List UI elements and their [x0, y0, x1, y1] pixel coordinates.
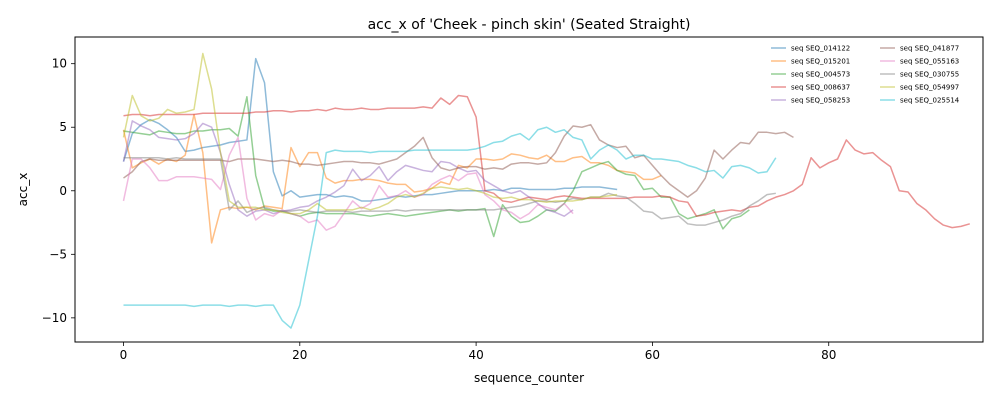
y-tick-label: 0	[59, 184, 67, 198]
chart-title: acc_x of 'Cheek - pinch skin' (Seated St…	[368, 17, 691, 33]
series-line-6	[123, 123, 794, 198]
series-line-8	[123, 156, 776, 226]
y-tick-label: −5	[49, 247, 67, 261]
legend-label: seq SEQ_015201	[791, 58, 850, 66]
legend-label: seq SEQ_025514	[900, 97, 960, 105]
y-tick-label: 5	[59, 120, 67, 134]
legend-label: seq SEQ_030755	[900, 71, 959, 79]
plot-frame	[74, 36, 984, 343]
legend-label: seq SEQ_008637	[791, 84, 850, 92]
series-line-4	[123, 94, 970, 229]
legend-label: seq SEQ_054997	[900, 84, 959, 92]
series-line-1	[122, 57, 618, 202]
x-tick-label: 0	[120, 348, 128, 362]
x-axis-label: sequence_counter	[474, 371, 584, 385]
legend-label: seq SEQ_014122	[791, 45, 850, 53]
series-layer	[122, 52, 970, 329]
legend-label: seq SEQ_058253	[791, 97, 850, 105]
legend-label: seq SEQ_055163	[900, 58, 959, 66]
x-tick-label: 60	[645, 348, 660, 362]
x-tick-label: 20	[292, 348, 307, 362]
y-tick-label: 10	[52, 57, 67, 71]
series-line-9	[122, 52, 618, 215]
series-line-7	[122, 136, 574, 231]
y-axis-label: acc_x	[16, 173, 30, 207]
y-axis: −10 −5 0 5 10	[42, 57, 75, 325]
y-tick-label: −10	[42, 311, 67, 325]
x-tick-label: 40	[468, 348, 483, 362]
series-line-3	[123, 95, 750, 238]
series-line-10	[123, 126, 777, 329]
x-axis: 0 20 40 60 80	[120, 342, 836, 362]
series-line-5	[122, 120, 574, 217]
legend-label: seq SEQ_041877	[900, 45, 959, 53]
legend-label: seq SEQ_004573	[791, 71, 850, 79]
x-tick-label: 80	[821, 348, 836, 362]
series-line-2	[122, 113, 662, 244]
